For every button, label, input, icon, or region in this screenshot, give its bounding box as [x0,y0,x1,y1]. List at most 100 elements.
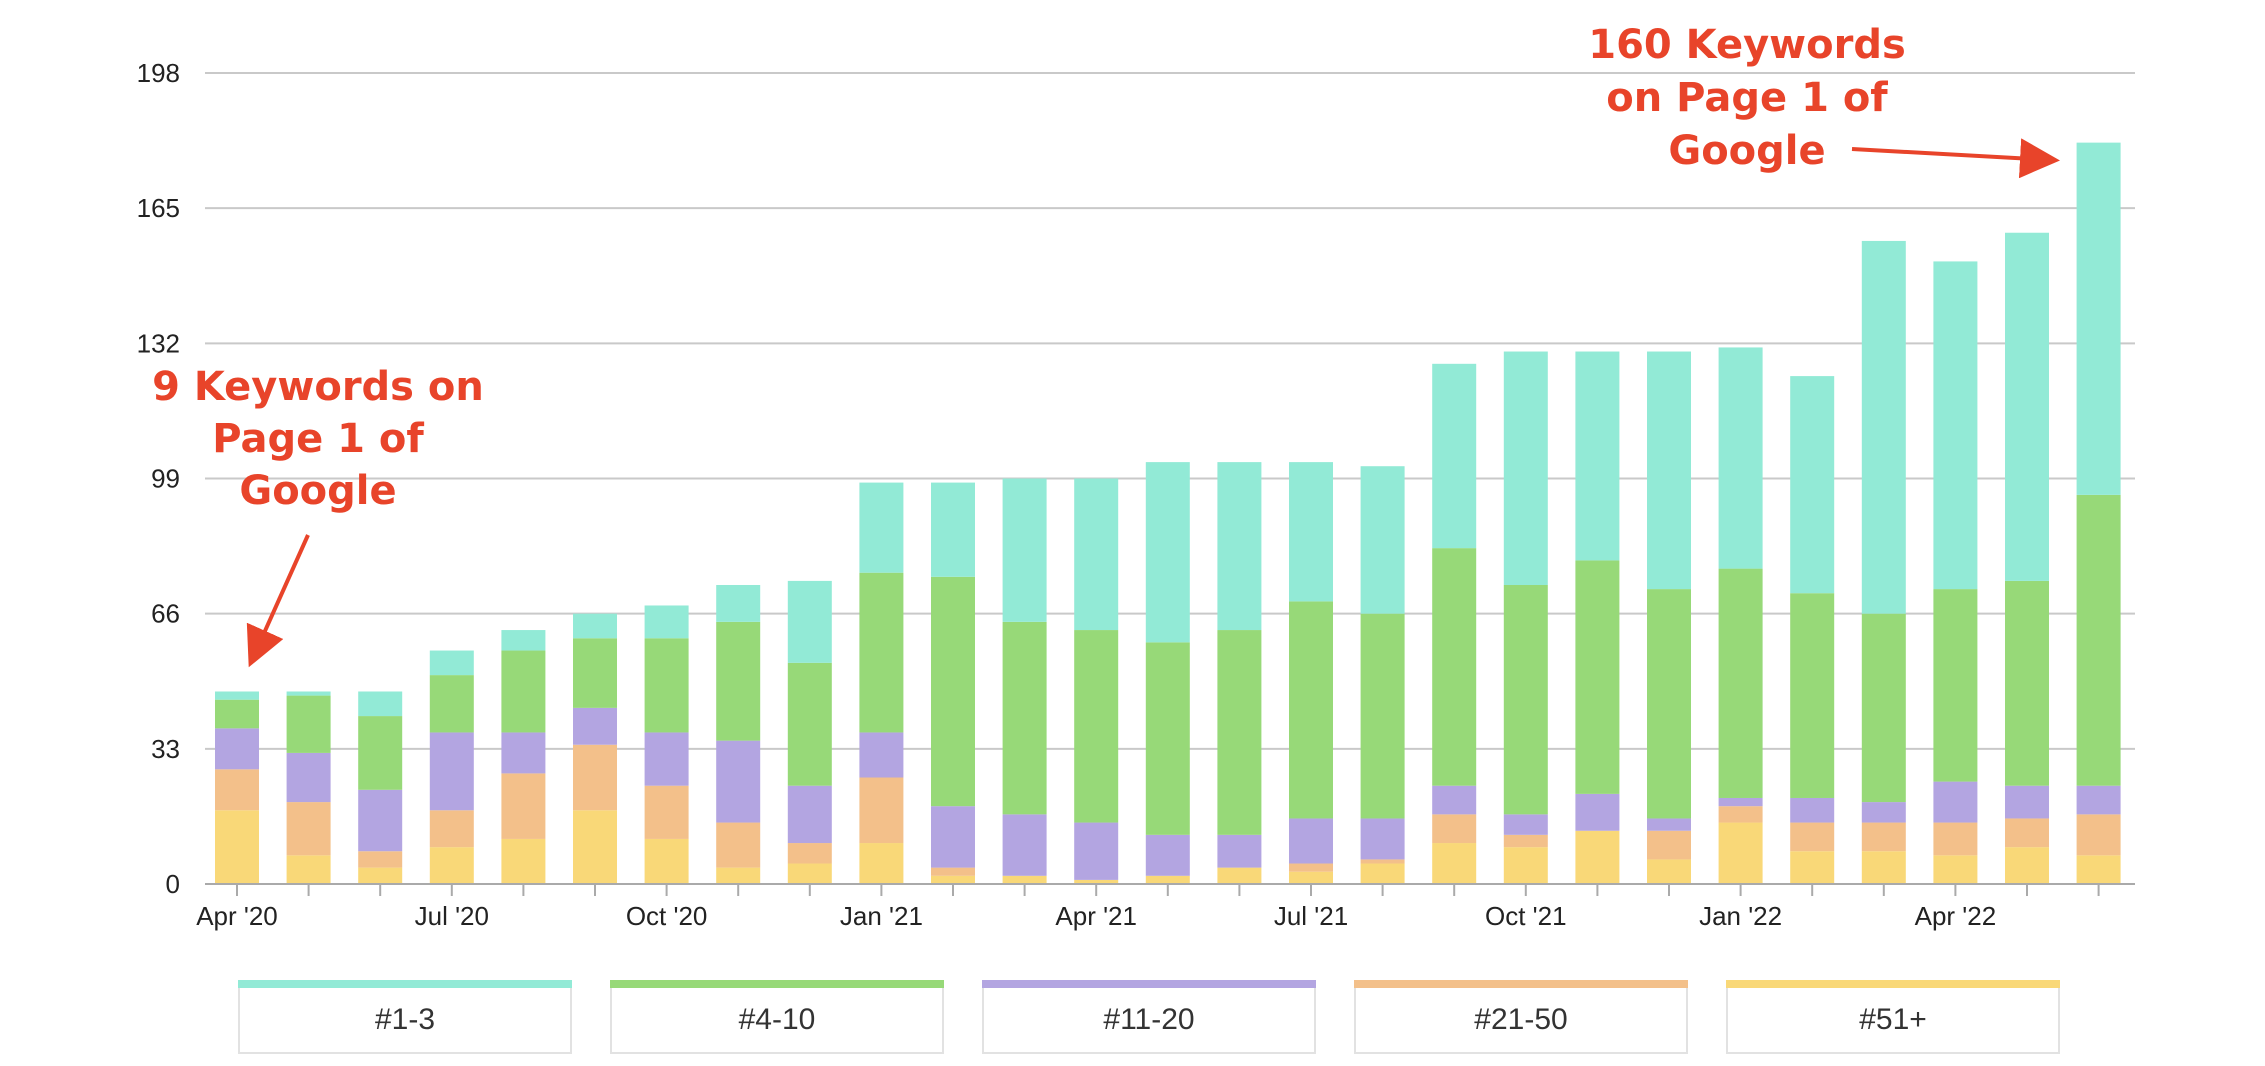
bar-segment [1217,867,1262,884]
legend-item-rank-11-20[interactable]: #11-20 [982,980,1316,1054]
bar-segment [215,728,259,770]
bar-segment [1718,347,1763,569]
bar-segment [1360,818,1405,860]
bar-segment [1861,240,1906,614]
bar-segment [1289,818,1333,864]
bar-segment [859,777,904,844]
bar-segment [1074,822,1119,880]
bar-segment [931,806,975,868]
bar-segment [1503,814,1548,835]
bar-segment [1145,462,1190,643]
bar-segment [286,691,331,696]
bar-segment [1289,871,1333,884]
legend-color-swatch [1354,980,1688,988]
bar-segment [2005,847,2049,884]
bar-segment [2005,232,2049,581]
bar-segment [1861,802,1906,823]
bar-segment [1432,843,1477,884]
x-tick-label: Oct '20 [626,901,708,931]
legend: #1-3 #4-10 #11-20 #21-50 #51+ [238,980,2060,1058]
legend-color-swatch [982,980,1316,988]
bar-segment [644,638,689,733]
bar-segment [1861,851,1906,884]
bar-segment [1360,859,1405,864]
bar-segment [429,847,474,884]
bar-segment [429,810,474,848]
bar-segment [1861,613,1906,803]
bar-segment [859,572,904,733]
bar-segment [2076,814,2121,856]
y-tick-label: 198 [137,58,180,88]
bar-segment [501,630,546,651]
x-tick-label: Apr '20 [196,901,278,931]
bar-segment [644,785,689,839]
y-tick-label: 66 [151,599,180,629]
bar-segment [2076,494,2121,786]
bar-segment [1718,806,1763,823]
legend-item-rank-21-50[interactable]: #21-50 [1354,980,1688,1054]
bar-segment [1575,830,1620,884]
bar-segment [931,576,975,807]
x-tick-label: Oct '21 [1485,901,1567,931]
bar-segment [573,744,617,811]
bar-segment [644,732,689,786]
bar-segment [1074,879,1119,884]
bar-segment [1647,351,1691,590]
y-tick-label: 33 [151,734,180,764]
legend-item-rank-4-10[interactable]: #4-10 [610,980,944,1054]
bar-segment [1790,593,1835,798]
bar-segment [2076,855,2121,884]
bar-segment [573,638,617,708]
bar-segment [644,838,689,884]
annotation-left-line-1: 9 Keywords on [152,364,484,410]
bar-segment [859,843,904,884]
bar-segment [1933,855,1978,884]
bar-segment [286,695,331,753]
bar-segment [787,785,832,844]
bar-segment [716,867,761,884]
bar-segment [1647,818,1691,831]
annotation-right-line-1: 160 Keywords [1588,22,1906,68]
bar-segment [1002,814,1047,876]
bar-segment [1647,859,1691,884]
bar-segment [1074,478,1119,631]
bar-segment [1718,568,1763,798]
bar-segment [1503,834,1548,848]
legend-label: #4-10 [738,1003,816,1036]
legend-item-rank-1-3[interactable]: #1-3 [238,980,572,1054]
y-tick-label: 0 [166,869,180,899]
y-tick-label: 132 [137,328,180,358]
legend-label: #51+ [1859,1003,1927,1036]
bar-segment [1933,781,1978,823]
x-tick-label: Apr '21 [1055,901,1137,931]
bar-segment [787,843,832,864]
bar-segment [1360,466,1405,614]
annotation-left: 9 Keywords on Page 1 of Google [152,364,484,668]
bar-segment [1718,797,1763,807]
bar-segment [1575,560,1620,794]
bar-segment [1289,601,1333,819]
y-tick-label: 99 [151,464,180,494]
x-tick-label: Apr '22 [1915,901,1997,931]
bar-segment [1217,834,1262,868]
bar-segment [716,740,761,823]
bar-segment [787,662,832,786]
bar-segment [429,675,474,733]
x-axis-tick-labels: Apr '20 Jul '20 Oct '20 Jan '21 Apr '21 Jul '… [196,901,1996,931]
bar-segment [644,605,689,639]
legend-item-rank-51-plus[interactable]: #51+ [1726,980,2060,1054]
bar-segment [358,716,403,790]
bar-segment [1074,630,1119,823]
annotation-right-line-3: Google [1668,128,1825,174]
bar-segment [1503,351,1548,585]
bar-segment [286,752,331,803]
bar-segment [1432,548,1477,786]
bar-segment [501,773,546,839]
legend-label: #21-50 [1474,1003,1568,1036]
bar-segment [573,613,617,639]
bars [215,142,2121,884]
bar-segment [573,810,617,884]
legend-color-swatch [1726,980,2060,988]
bar-segment [1933,589,1978,782]
